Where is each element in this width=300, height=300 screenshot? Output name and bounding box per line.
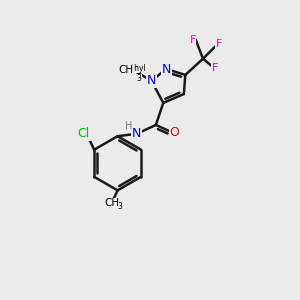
Text: N: N [132,127,141,140]
Text: Cl: Cl [78,127,90,140]
Text: CH: CH [104,198,119,208]
Text: methyl: methyl [119,64,146,73]
Text: O: O [169,126,179,139]
Text: N: N [147,74,156,87]
Text: H: H [125,122,132,131]
Text: 3: 3 [118,202,122,211]
Text: F: F [212,63,218,73]
Text: F: F [216,39,222,49]
Text: N: N [161,62,171,76]
Text: CH: CH [119,65,134,76]
Text: F: F [190,34,196,45]
Text: 3: 3 [137,74,142,83]
